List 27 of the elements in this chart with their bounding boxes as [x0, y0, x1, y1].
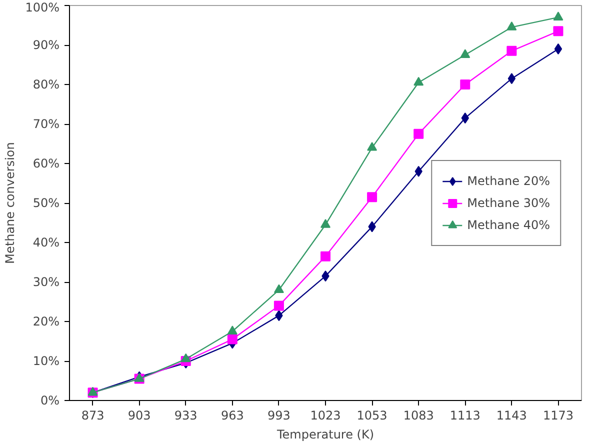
x-tick-label: 1023 — [310, 408, 341, 422]
legend-label: Methane 30% — [467, 196, 550, 210]
x-axis-title: Temperature (K) — [276, 428, 374, 442]
x-tick-label: 873 — [81, 408, 104, 422]
x-tick-label: 1083 — [403, 408, 434, 422]
x-tick-label: 1053 — [356, 408, 388, 422]
y-tick-label: 0% — [40, 394, 60, 408]
y-tick-label: 10% — [32, 354, 60, 368]
y-tick-label: 90% — [32, 38, 60, 52]
legend-label: Methane 40% — [467, 218, 550, 232]
y-tick-label: 80% — [32, 78, 60, 92]
x-tick-label: 1113 — [450, 408, 480, 422]
y-tick-label: 20% — [32, 314, 60, 328]
legend-label: Methane 20% — [467, 174, 550, 188]
y-tick-label: 100% — [25, 0, 60, 14]
x-tick-label: 993 — [268, 408, 290, 422]
x-tick-label: 963 — [220, 408, 244, 422]
y-axis-title: Methane conversion — [3, 142, 18, 264]
y-tick-label: 30% — [32, 275, 60, 289]
x-tick-label: 1143 — [496, 408, 527, 422]
x-tick-label: 1173 — [542, 408, 574, 422]
y-tick-label: 70% — [32, 117, 60, 131]
y-tick-label: 40% — [32, 236, 60, 250]
y-tick-label: 50% — [32, 196, 60, 210]
x-tick-label: 903 — [128, 408, 151, 422]
x-tick-label: 933 — [174, 408, 198, 422]
y-tick-label: 60% — [32, 156, 60, 170]
